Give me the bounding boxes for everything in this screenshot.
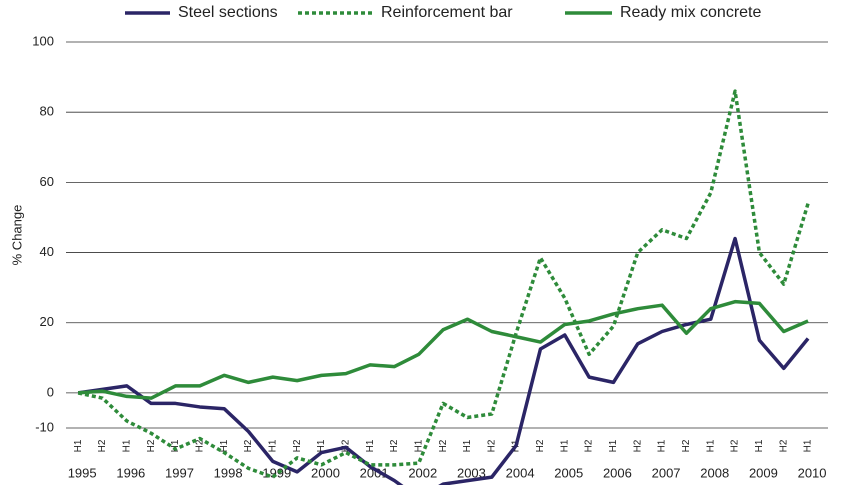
legend-label: Ready mix concrete <box>620 4 761 21</box>
series-line <box>78 299 809 400</box>
x-tick-label: H1 <box>559 439 570 452</box>
y-tick-label: 40 <box>40 244 54 259</box>
x-tick-label: H2 <box>438 439 449 452</box>
x-tick-label: H1 <box>316 439 327 452</box>
x-group-label: 1995 <box>68 465 97 480</box>
x-tick-label: H1 <box>705 439 716 452</box>
y-tick-label: 60 <box>40 174 54 189</box>
x-group-label: 2001 <box>360 465 389 480</box>
x-tick-label: H2 <box>146 439 157 452</box>
x-tick-label: H2 <box>292 439 303 452</box>
x-group-label: 1996 <box>116 465 145 480</box>
x-tick-label: H2 <box>632 439 643 452</box>
x-group-label: 1997 <box>165 465 194 480</box>
x-tick-label: H1 <box>803 439 814 452</box>
x-group-label: 2003 <box>457 465 486 480</box>
y-tick-label: 80 <box>40 104 54 119</box>
series-line <box>77 236 810 485</box>
x-group-label: 2005 <box>554 465 583 480</box>
y-tick-label: 20 <box>40 314 54 329</box>
x-group-label: 2008 <box>700 465 729 480</box>
x-tick-label: H1 <box>657 439 668 452</box>
x-tick-label: H1 <box>754 439 765 452</box>
y-axis-label: % Change <box>9 205 24 266</box>
x-tick-label: H2 <box>97 439 108 452</box>
x-group-label: 2009 <box>749 465 778 480</box>
x-tick-label: H1 <box>267 439 278 452</box>
x-group-label: 2004 <box>506 465 535 480</box>
x-group-label: 2000 <box>311 465 340 480</box>
x-tick-label: H2 <box>778 439 789 452</box>
x-tick-label: H2 <box>535 439 546 452</box>
x-group-label: 2002 <box>408 465 437 480</box>
x-group-label: 1998 <box>214 465 243 480</box>
y-tick-label: 0 <box>47 384 54 399</box>
x-tick-label: H1 <box>608 439 619 452</box>
x-tick-label: H2 <box>389 439 400 452</box>
x-tick-label: H1 <box>462 439 473 452</box>
x-tick-label: H2 <box>681 439 692 452</box>
y-tick-label: 100 <box>32 33 54 48</box>
series-line <box>77 89 810 479</box>
x-tick-label: H1 <box>121 439 132 452</box>
x-tick-label: H2 <box>730 439 741 452</box>
x-tick-label: H2 <box>194 439 205 452</box>
x-tick-label: H2 <box>584 439 595 452</box>
legend-label: Reinforcement bar <box>381 4 513 21</box>
legend-label: Steel sections <box>178 4 278 21</box>
x-tick-label: H1 <box>219 439 230 452</box>
x-group-label: 2010 <box>798 465 827 480</box>
y-tick-label: -10 <box>35 419 54 434</box>
x-tick-label: H1 <box>73 439 84 452</box>
x-tick-label: H1 <box>365 439 376 452</box>
x-tick-label: H1 <box>413 439 424 452</box>
x-group-label: 2007 <box>652 465 681 480</box>
x-tick-label: H2 <box>243 439 254 452</box>
x-group-label: 2006 <box>603 465 632 480</box>
x-tick-label: H2 <box>486 439 497 452</box>
x-tick-label: H1 <box>170 439 181 452</box>
